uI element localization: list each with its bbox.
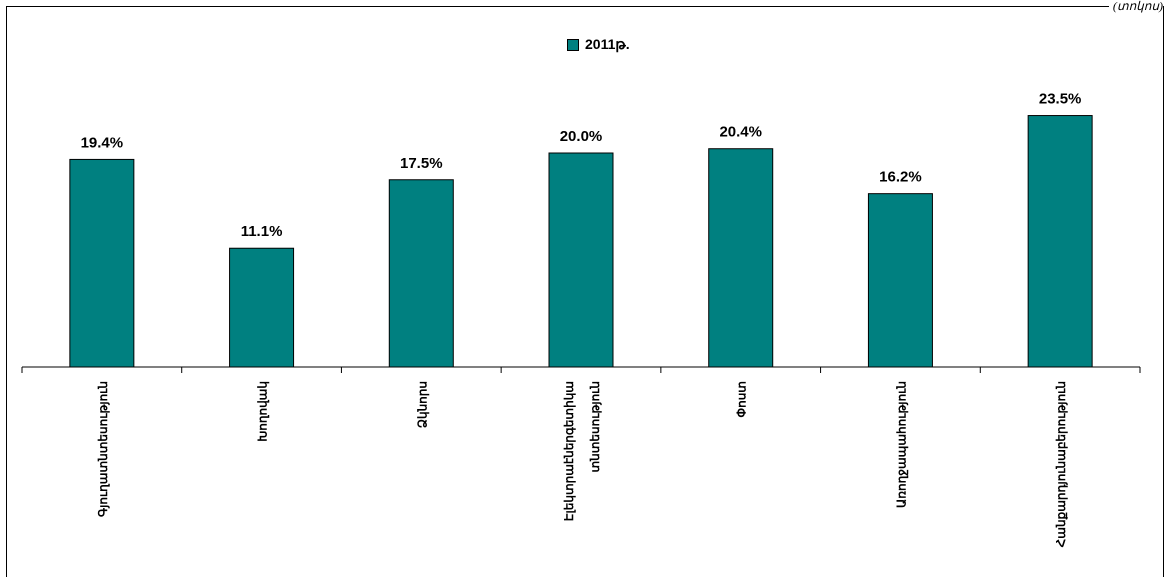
data-label: 16.2% [879,169,922,186]
bar [867,193,933,368]
category-label: Առողջապահություն [894,381,908,508]
bar [548,152,614,368]
bar [69,158,135,368]
category-label: Խողովակ [256,381,270,442]
category-label: Գյուղատնտեսություն [96,381,110,517]
corner-note: (տոկոս) [1108,0,1163,14]
bar [708,148,774,368]
bar [388,179,454,368]
legend-swatch [567,38,579,51]
legend-label: 2011թ. [585,36,630,52]
chart-frame: (տոկոս) [6,0,1164,577]
data-label: 20.0% [560,128,603,145]
bar [1027,115,1093,368]
legend: 2011թ. [567,36,630,53]
category-label: Էլեկտրաէներգետիկա [562,381,576,521]
category-label: տնտեսություն [588,381,602,473]
data-label: 11.1% [241,223,283,240]
bar [229,247,295,368]
data-label: 17.5% [400,155,443,172]
category-label: Փոստ [735,381,749,418]
category-label: Հանքարդյունաբերություն [1054,381,1068,547]
data-label: 19.4% [81,134,124,151]
data-label: 23.5% [1039,91,1082,108]
category-label: Ձկնորս [415,381,429,428]
data-label: 20.4% [719,124,762,141]
